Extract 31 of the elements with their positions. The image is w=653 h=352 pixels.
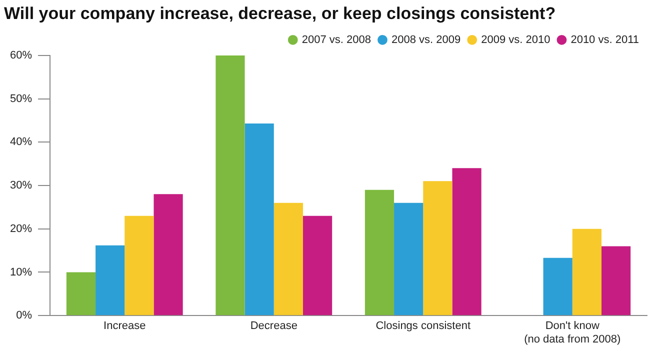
- bar: [66, 272, 96, 316]
- y-tick-label: 40%: [10, 136, 32, 148]
- legend-label: 2009 vs. 2010: [481, 34, 550, 46]
- bar: [543, 258, 572, 316]
- x-tick-label: Closings consistent: [376, 320, 471, 332]
- legend-label: 2010 vs. 2011: [570, 34, 640, 46]
- y-tick-label: 0%: [16, 310, 32, 322]
- bar: [394, 202, 424, 316]
- legend-label: 2007 vs. 2008: [302, 34, 371, 46]
- y-tick-label: 10%: [10, 266, 32, 278]
- y-tick-label: 30%: [10, 180, 32, 192]
- y-tick-label: 20%: [10, 222, 32, 235]
- bar: [244, 123, 274, 316]
- x-tick-label: Increase: [104, 320, 146, 332]
- bar: [124, 216, 154, 316]
- bar: [572, 228, 602, 316]
- bar: [96, 245, 125, 316]
- bar: [423, 181, 452, 316]
- bar: [302, 216, 332, 316]
- bar: [601, 246, 631, 316]
- bar: [154, 194, 183, 316]
- bar: [364, 190, 394, 316]
- chart-title: Will your company increase, decrease, or keep closings consistent?: [4, 4, 556, 23]
- bar: [216, 55, 245, 316]
- x-tick-label: Don't know (no data from 2008): [524, 320, 621, 346]
- y-tick-label: 50%: [10, 92, 32, 105]
- legend-label: 2008 vs. 2009: [391, 34, 461, 46]
- bar: [452, 168, 482, 316]
- x-tick-label: Decrease: [250, 320, 298, 332]
- y-tick-label: 60%: [10, 49, 32, 62]
- bar: [274, 202, 303, 316]
